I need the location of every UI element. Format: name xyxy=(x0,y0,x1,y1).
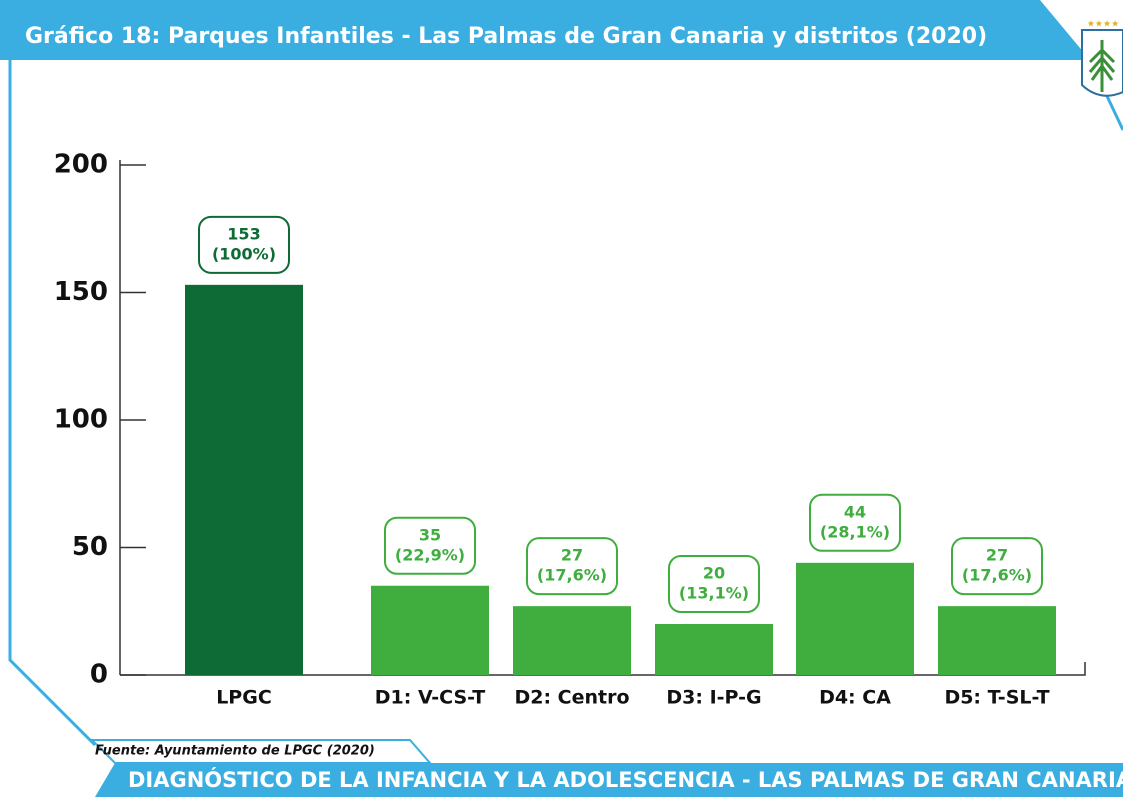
x-tick-label: D5: T-SL-T xyxy=(944,687,1049,709)
value-label: 27 xyxy=(561,546,583,565)
header-banner xyxy=(0,0,1090,60)
value-label-box xyxy=(526,537,618,596)
chart-title: Gráfico 18: Parques Infantiles - Las Pal… xyxy=(25,24,987,49)
value-label: (100%) xyxy=(212,244,276,263)
value-label: 20 xyxy=(703,564,725,583)
value-label: 27 xyxy=(986,546,1008,565)
value-label-box xyxy=(384,516,476,575)
bar xyxy=(185,284,303,675)
x-tick-label: D2: Centro xyxy=(514,687,629,709)
value-label: 153 xyxy=(227,224,260,243)
bar xyxy=(796,562,914,675)
svg-text:★★★★: ★★★★ xyxy=(1087,20,1119,30)
y-tick-label: 200 xyxy=(54,150,108,180)
value-label: (22,9%) xyxy=(395,545,465,564)
y-tick-label: 0 xyxy=(90,660,108,690)
value-label: (28,1%) xyxy=(820,522,890,541)
value-label: (17,6%) xyxy=(537,566,607,585)
value-label-box xyxy=(198,215,290,274)
x-tick-label: D3: I-P-G xyxy=(666,687,761,709)
value-label: 44 xyxy=(844,502,866,521)
x-tick-label: D1: V-CS-T xyxy=(375,687,485,709)
footer-banner xyxy=(95,763,1123,797)
y-tick-label: 50 xyxy=(72,532,108,562)
y-tick-label: 150 xyxy=(54,277,108,307)
bar xyxy=(938,606,1056,675)
value-label-box xyxy=(809,493,901,552)
value-label-box xyxy=(668,555,760,613)
bar xyxy=(371,585,489,675)
value-label: (17,6%) xyxy=(962,566,1032,585)
source: Fuente: Ayuntamiento de LPGC (2020) xyxy=(95,744,375,759)
bar xyxy=(655,624,773,675)
footer-text: DIAGNÓSTICO DE LA INFANCIA Y LA ADOLESCE… xyxy=(128,767,1123,792)
y-tick-label: 100 xyxy=(54,405,108,435)
value-label-box xyxy=(951,537,1043,596)
bar xyxy=(513,606,631,675)
x-tick-label: D4: CA xyxy=(819,687,891,709)
border-line xyxy=(8,60,97,747)
x-tick-label: LPGC xyxy=(216,687,272,709)
value-label: (13,1%) xyxy=(679,584,749,603)
value-label: 35 xyxy=(419,525,441,544)
logo: ★★★★ xyxy=(1081,20,1123,97)
